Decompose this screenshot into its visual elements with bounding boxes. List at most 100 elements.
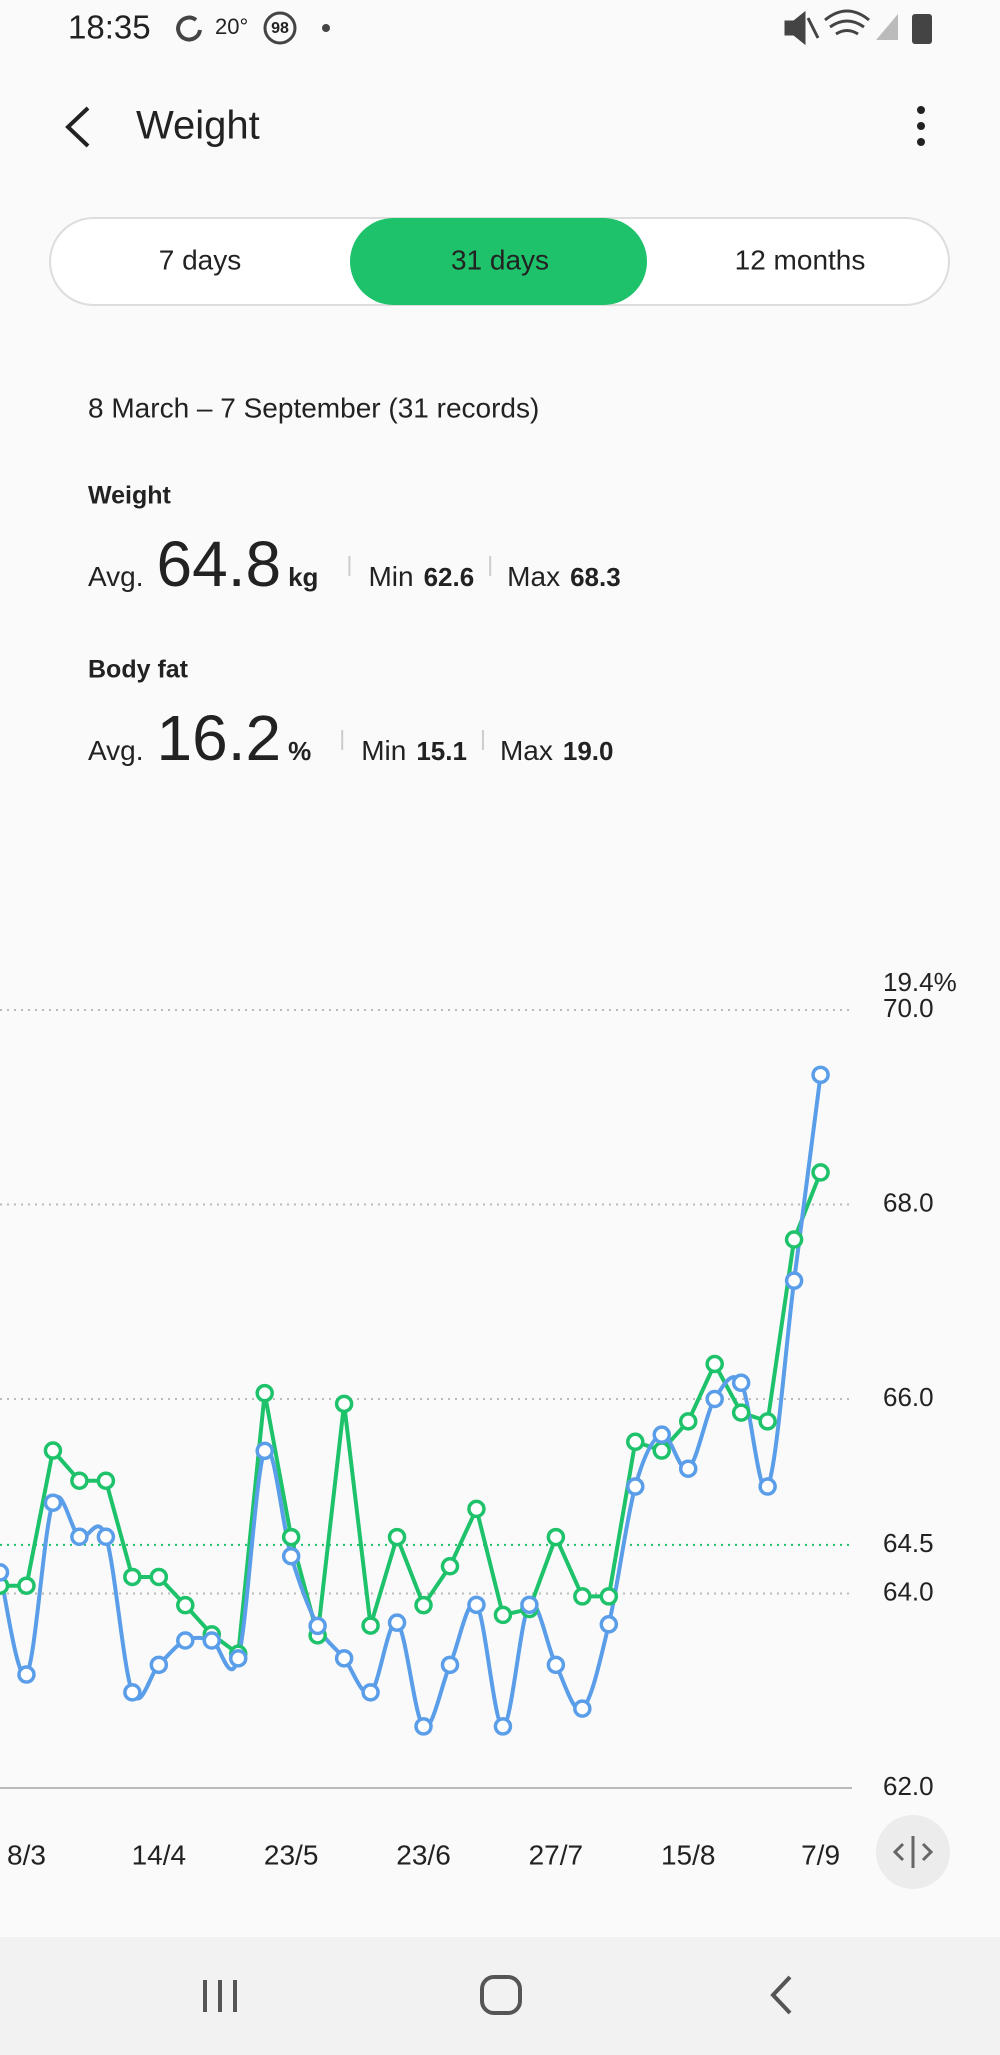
metric-name: Weight <box>88 482 172 510</box>
mute-icon <box>784 10 820 46</box>
notification-dot <box>322 24 330 32</box>
data-point <box>811 1065 830 1085</box>
x-tick-label: 15/8 <box>661 1839 716 1870</box>
data-point <box>43 1493 63 1512</box>
menu-dot <box>917 138 925 146</box>
wifi-icon <box>824 9 870 36</box>
data-point <box>228 1649 248 1668</box>
min-value: 62.6 <box>424 562 475 592</box>
data-point <box>281 1527 301 1547</box>
data-point <box>255 1383 274 1403</box>
data-point <box>0 1576 10 1595</box>
data-point <box>281 1546 301 1566</box>
tab-label[interactable]: 7 days <box>159 244 242 275</box>
signal-icon <box>876 14 898 40</box>
y-tick-label: 64.0 <box>883 1576 934 1606</box>
avg-value: 16.2 <box>157 702 282 774</box>
avg-unit: % <box>288 736 311 766</box>
data-point <box>70 1527 89 1547</box>
data-point <box>361 1616 380 1635</box>
y-tick-label: 66.0 <box>883 1382 934 1412</box>
home-button[interactable] <box>480 1975 522 2015</box>
data-point <box>17 1576 36 1595</box>
range-text: 8 March – 7 September (31 records) <box>88 392 539 423</box>
x-tick-label: 27/7 <box>529 1839 584 1870</box>
x-tick-label: 23/6 <box>396 1839 451 1870</box>
data-point <box>573 1699 592 1718</box>
back-button[interactable] <box>65 106 90 148</box>
more-menu[interactable] <box>917 106 925 146</box>
sync-icon <box>176 15 202 42</box>
data-point <box>96 1471 116 1490</box>
data-point <box>678 1412 698 1431</box>
data-point <box>493 1717 513 1736</box>
metric-name: Body fat <box>88 656 189 684</box>
data-point <box>626 1432 645 1452</box>
x-tick-label: 23/5 <box>264 1839 319 1870</box>
data-point <box>176 1595 195 1615</box>
data-point <box>467 1499 486 1519</box>
data-point <box>705 1389 724 1409</box>
nav-back-button[interactable] <box>770 1975 792 2015</box>
y2-tick-label: 19.4% <box>883 967 957 997</box>
data-point <box>96 1527 116 1547</box>
data-point <box>546 1655 566 1675</box>
data-point <box>731 1373 751 1393</box>
y-tick-label: 68.0 <box>883 1187 934 1217</box>
battery-icon <box>912 14 932 44</box>
data-point <box>387 1613 407 1632</box>
data-point <box>440 1557 460 1576</box>
data-point <box>17 1665 36 1684</box>
x-tick-label: 8/3 <box>7 1839 46 1870</box>
max-label: Max <box>507 561 560 592</box>
recent-apps-button[interactable] <box>203 1980 237 2012</box>
y-tick-label: 62.0 <box>883 1771 934 1801</box>
data-point <box>202 1631 222 1650</box>
max-value: 68.3 <box>570 562 621 592</box>
series-line <box>0 1074 823 1729</box>
data-point <box>361 1683 380 1702</box>
status-time: 18:35 <box>68 9 151 46</box>
avg-unit: kg <box>288 562 318 592</box>
min-label: Min <box>361 735 406 766</box>
badge-circle <box>263 11 297 45</box>
avg-label: Avg. <box>88 735 144 766</box>
min-value: 15.1 <box>416 736 467 766</box>
y-tick-label: 70.0 <box>883 993 934 1023</box>
data-point <box>758 1412 777 1431</box>
data-point <box>546 1527 566 1547</box>
data-point <box>70 1471 89 1490</box>
data-point <box>149 1567 169 1587</box>
min-label: Min <box>368 561 413 592</box>
data-point <box>520 1595 539 1615</box>
data-point <box>758 1477 777 1496</box>
data-point <box>308 1616 327 1636</box>
data-point <box>123 1567 142 1587</box>
header-title: Weight <box>136 104 260 148</box>
menu-dot <box>917 122 925 130</box>
data-point <box>123 1683 142 1702</box>
data-point <box>626 1477 645 1496</box>
data-point <box>414 1595 433 1615</box>
data-point <box>784 1271 804 1290</box>
data-point <box>255 1441 274 1461</box>
status-temperature: 20° <box>215 14 248 39</box>
status-badge: 98 <box>271 20 289 37</box>
tab-label[interactable]: 12 months <box>735 244 866 275</box>
data-point <box>493 1605 513 1625</box>
max-label: Max <box>500 735 553 766</box>
x-tick-label: 14/4 <box>132 1839 187 1870</box>
data-point <box>573 1587 592 1606</box>
data-point <box>334 1394 354 1414</box>
x-tick-label: 7/9 <box>801 1839 840 1870</box>
data-point <box>652 1425 671 1444</box>
menu-dot <box>917 106 925 114</box>
data-point <box>43 1441 63 1460</box>
data-point <box>440 1655 460 1675</box>
tab-label[interactable]: 31 days <box>451 244 549 275</box>
average-label: 64.5 <box>883 1528 934 1558</box>
data-point <box>334 1649 354 1668</box>
data-point <box>467 1595 486 1615</box>
